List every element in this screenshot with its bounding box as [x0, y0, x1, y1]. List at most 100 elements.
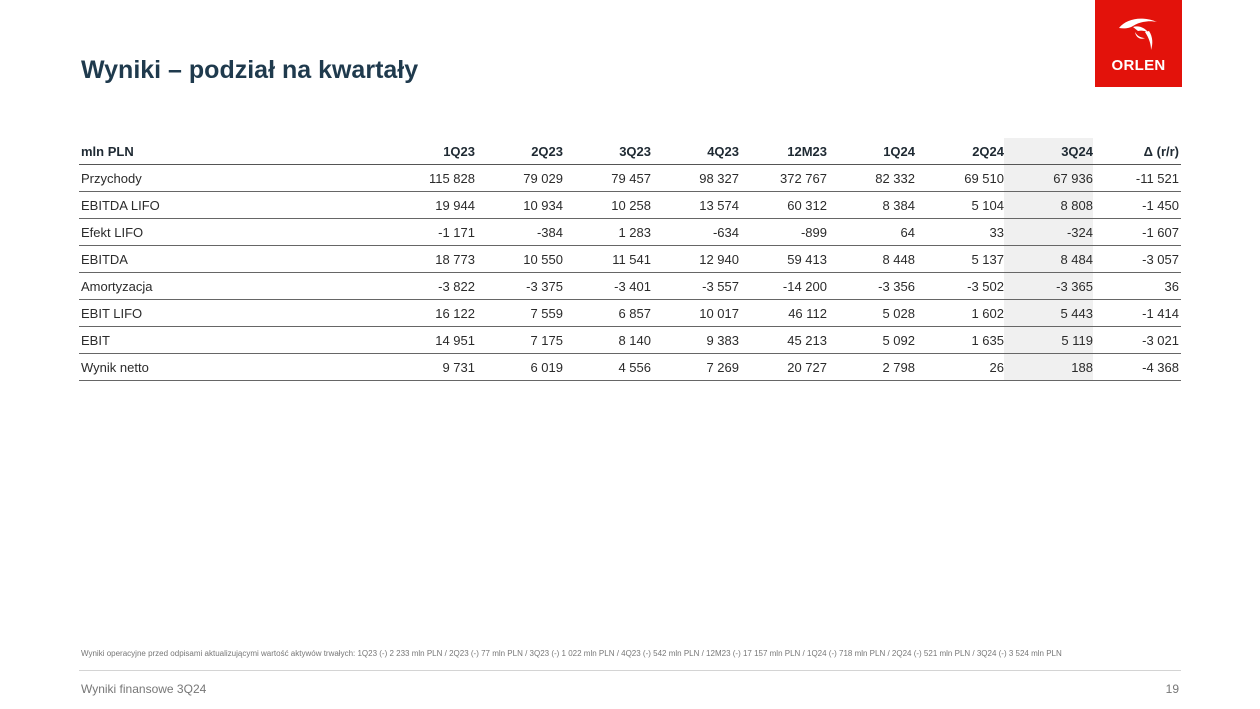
table-cell: 9 383: [653, 326, 741, 354]
table-cell: 5 443: [1006, 299, 1095, 327]
table-cell: -1 450: [1095, 191, 1181, 219]
table-cell: -3 057: [1095, 245, 1181, 273]
table-cell: -3 557: [653, 272, 741, 300]
table-cell: 8 808: [1006, 191, 1095, 219]
table-cell: -384: [477, 218, 565, 246]
table-cell: 372 767: [741, 164, 829, 192]
table-cell: 11 541: [565, 245, 653, 273]
table-row: Efekt LIFO -1 171 -384 1 283 -634 -899 64 33 -32…: [79, 218, 1181, 246]
table-row: Przychody 115 828 79 029 79 457 98 327 372 76…: [79, 164, 1181, 192]
table-cell: 59 413: [741, 245, 829, 273]
table-cell: 18 773: [391, 245, 477, 273]
header-unit: mln PLN: [79, 138, 391, 165]
table-cell: 8 448: [829, 245, 917, 273]
table-cell: -3 822: [391, 272, 477, 300]
table-cell: 33: [917, 218, 1006, 246]
table-cell: 7 559: [477, 299, 565, 327]
table-cell: -1 414: [1095, 299, 1181, 327]
table-cell: 16 122: [391, 299, 477, 327]
header-cell: 4Q23: [653, 138, 741, 165]
table-cell: -11 521: [1095, 164, 1181, 192]
table-cell: -14 200: [741, 272, 829, 300]
table-cell: -3 365: [1006, 272, 1095, 300]
table-cell: -324: [1006, 218, 1095, 246]
logo-text: ORLEN: [1111, 57, 1166, 74]
row-label: Amortyzacja: [79, 272, 391, 300]
table-cell: 82 332: [829, 164, 917, 192]
table-cell: 10 934: [477, 191, 565, 219]
table-cell: 6 857: [565, 299, 653, 327]
header-cell: 12M23: [741, 138, 829, 165]
table-cell: 79 029: [477, 164, 565, 192]
table-cell: 13 574: [653, 191, 741, 219]
header-cell: 2Q24: [917, 138, 1006, 165]
table-cell: -3 502: [917, 272, 1006, 300]
page-title: Wyniki – podział na kwartały: [81, 56, 419, 84]
table-cell: 7 175: [477, 326, 565, 354]
header-cell: 3Q23: [565, 138, 653, 165]
table-cell: 69 510: [917, 164, 1006, 192]
table-cell: 8 484: [1006, 245, 1095, 273]
table-cell: 67 936: [1006, 164, 1095, 192]
table-cell: 188: [1006, 353, 1095, 381]
row-label: EBITDA LIFO: [79, 191, 391, 219]
footer-label: Wyniki finansowe 3Q24: [81, 682, 207, 696]
table-cell: -634: [653, 218, 741, 246]
table-cell: 9 731: [391, 353, 477, 381]
table-cell: 36: [1095, 272, 1181, 300]
table-cell: 20 727: [741, 353, 829, 381]
table-cell: -3 401: [565, 272, 653, 300]
header-cell: 1Q23: [391, 138, 477, 165]
table-cell: 1 602: [917, 299, 1006, 327]
eagle-logo-icon: [1119, 18, 1157, 50]
results-table: mln PLN 1Q23 2Q23 3Q23 4Q23 12M23 1Q24 2Q24 3Q24…: [79, 138, 1181, 381]
row-label: Efekt LIFO: [79, 218, 391, 246]
table-cell: 98 327: [653, 164, 741, 192]
table-row: Wynik netto 9 731 6 019 4 556 7 269 20 727 2 7…: [79, 353, 1181, 381]
table-cell: 5 104: [917, 191, 1006, 219]
table-cell: 7 269: [653, 353, 741, 381]
table-cell: 10 017: [653, 299, 741, 327]
table-cell: 1 283: [565, 218, 653, 246]
table-cell: 64: [829, 218, 917, 246]
table-cell: 8 384: [829, 191, 917, 219]
table-cell: -3 356: [829, 272, 917, 300]
row-label: EBIT LIFO: [79, 299, 391, 327]
table-cell: 115 828: [391, 164, 477, 192]
table-row: EBIT 14 951 7 175 8 140 9 383 45 213 5 092 1 63…: [79, 326, 1181, 354]
table-row: Amortyzacja -3 822 -3 375 -3 401 -3 557 -14 2…: [79, 272, 1181, 300]
table-header-row: mln PLN 1Q23 2Q23 3Q23 4Q23 12M23 1Q24 2Q24 3Q24…: [79, 138, 1181, 165]
footer-divider: [79, 670, 1181, 671]
page-number: 19: [1165, 682, 1179, 696]
table-cell: -1 171: [391, 218, 477, 246]
table-cell: -4 368: [1095, 353, 1181, 381]
orlen-logo: ORLEN: [1095, 0, 1182, 87]
table-cell: -3 021: [1095, 326, 1181, 354]
table-cell: 79 457: [565, 164, 653, 192]
table-cell: -899: [741, 218, 829, 246]
table-cell: 6 019: [477, 353, 565, 381]
header-cell: 1Q24: [829, 138, 917, 165]
table-cell: 12 940: [653, 245, 741, 273]
table-cell: -3 375: [477, 272, 565, 300]
table-cell: 10 258: [565, 191, 653, 219]
table-cell: 19 944: [391, 191, 477, 219]
table-row: EBITDA 18 773 10 550 11 541 12 940 59 413 8 44…: [79, 245, 1181, 273]
header-cell: 3Q24: [1006, 138, 1095, 165]
table-cell: 2 798: [829, 353, 917, 381]
table-cell: 46 112: [741, 299, 829, 327]
header-cell: Δ (r/r): [1095, 138, 1181, 165]
header-cell: 2Q23: [477, 138, 565, 165]
table-cell: 5 137: [917, 245, 1006, 273]
table-cell: 14 951: [391, 326, 477, 354]
table-cell: 4 556: [565, 353, 653, 381]
table-cell: 26: [917, 353, 1006, 381]
row-label: EBITDA: [79, 245, 391, 273]
table-cell: 5 092: [829, 326, 917, 354]
table-cell: 5 028: [829, 299, 917, 327]
row-label: Wynik netto: [79, 353, 391, 381]
table-row: EBITDA LIFO 19 944 10 934 10 258 13 574 60 31…: [79, 191, 1181, 219]
table-row: EBIT LIFO 16 122 7 559 6 857 10 017 46 112 5 0…: [79, 299, 1181, 327]
table-cell: 60 312: [741, 191, 829, 219]
table-cell: -1 607: [1095, 218, 1181, 246]
